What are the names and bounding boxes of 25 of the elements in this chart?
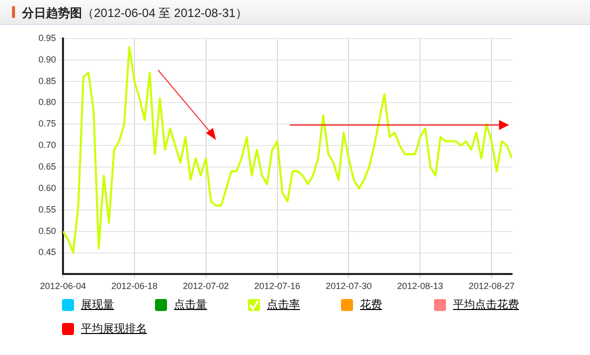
y-tick-label: 0.95 (38, 32, 56, 43)
y-tick-label: 0.65 (38, 162, 56, 172)
y-tick-label: 0.55 (38, 204, 56, 214)
x-tick-label: 2012-06-18 (111, 281, 158, 292)
legend-label: 展现量 (81, 298, 114, 312)
y-tick-label: 0.90 (38, 54, 56, 64)
y-tick-label: 0.60 (38, 182, 56, 193)
x-tick-label: 2012-07-02 (182, 281, 229, 292)
legend-label: 平均点击花费 (453, 298, 519, 312)
legend-label: 点击率 (267, 298, 300, 312)
y-tick-label: 0.80 (38, 97, 56, 108)
legend-label: 点击量 (174, 298, 207, 312)
legend-label: 花费 (360, 298, 382, 312)
x-tick-label: 2012-06-04 (40, 281, 86, 292)
y-tick-label: 0.75 (38, 118, 56, 129)
y-tick-label: 0.50 (38, 226, 56, 236)
y-tick-label: 0.45 (38, 247, 56, 258)
x-tick-label: 2012-08-27 (468, 281, 515, 292)
y-tick-label: 0.85 (38, 76, 56, 86)
x-tick-label: 2012-07-30 (326, 281, 372, 292)
x-tick-label: 2012-07-16 (254, 281, 300, 292)
y-tick-label: 0.70 (38, 140, 56, 150)
legend-label: 平均展现排名 (81, 322, 147, 336)
chart-title: 分日趋势图 (22, 6, 82, 20)
x-tick-label: 2012-08-13 (397, 281, 444, 292)
